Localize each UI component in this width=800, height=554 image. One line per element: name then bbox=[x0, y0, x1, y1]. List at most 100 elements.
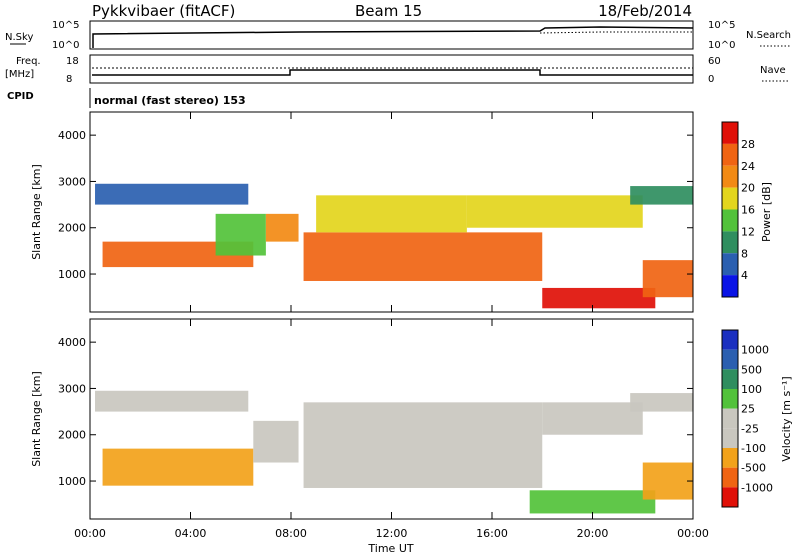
velocity-colorbar-tick-5: -100 bbox=[741, 442, 766, 455]
power-ytick-label-3: 4000 bbox=[58, 129, 86, 142]
velocity-colorbar-tick-7: -1000 bbox=[741, 481, 773, 494]
velocity-colorbar-tick-6: -500 bbox=[741, 462, 766, 475]
x-tick-label-0: 00:00 bbox=[74, 527, 106, 540]
velocity-colorbar: 1000 500 100 25 -25 -100 -500 -1000 bbox=[721, 329, 773, 508]
velocity-region-4 bbox=[542, 402, 643, 435]
x-tick-label-1: 04:00 bbox=[175, 527, 207, 540]
power-region-7 bbox=[542, 287, 656, 309]
power-colorbar-tick-0: 4 bbox=[741, 269, 748, 282]
power-region-2 bbox=[215, 213, 266, 256]
power-colorbar-swatch-4 bbox=[722, 209, 738, 232]
power-colorbar-tick-1: 8 bbox=[741, 247, 748, 260]
power-colorbar-label: Power [dB] bbox=[760, 182, 773, 242]
velocity-ytick-label-3: 4000 bbox=[58, 336, 86, 349]
nsky-label: N.Sky bbox=[5, 32, 33, 43]
velocity-region-2 bbox=[253, 420, 299, 463]
power-region-4 bbox=[303, 232, 543, 281]
velocity-colorbar-frame bbox=[721, 329, 739, 508]
velocity-colorbar-swatch-7 bbox=[722, 467, 738, 488]
power-colorbar-tick-2: 12 bbox=[741, 225, 755, 238]
velocity-colorbar-tick-3: 25 bbox=[741, 403, 755, 416]
date-label: 18/Feb/2014 bbox=[598, 2, 692, 20]
beam-label: Beam 15 bbox=[355, 2, 422, 20]
velocity-data-layer bbox=[95, 390, 693, 514]
nsky-tick-bottom: 10^0 bbox=[52, 40, 79, 51]
velocity-colorbar-tick-4: -25 bbox=[741, 422, 759, 435]
nsearch-tick-bottom: 10^0 bbox=[708, 40, 735, 51]
velocity-ytick-label-2: 3000 bbox=[58, 382, 86, 395]
freq-trace bbox=[92, 69, 693, 76]
power-ylabel: Slant Range [km] bbox=[30, 164, 43, 260]
power-colorbar-swatch-5 bbox=[722, 231, 738, 254]
velocity-colorbar-swatch-8 bbox=[722, 487, 738, 507]
x-tick-label-4: 16:00 bbox=[476, 527, 508, 540]
power-colorbar-tick-6: 28 bbox=[741, 138, 755, 151]
power-colorbar-swatch-3 bbox=[722, 187, 738, 210]
nsky-trace bbox=[92, 26, 694, 48]
velocity-ytick-label-1: 2000 bbox=[58, 429, 86, 442]
x-tick-label-5: 20:00 bbox=[577, 527, 609, 540]
power-colorbar-swatch-1 bbox=[722, 143, 738, 166]
velocity-region-5 bbox=[529, 490, 656, 514]
power-ytick-label-0: 1000 bbox=[58, 268, 86, 281]
freq-panel-frame bbox=[89, 54, 694, 84]
velocity-ylabel: Slant Range [km] bbox=[30, 371, 43, 467]
power-region-3 bbox=[265, 213, 299, 242]
power-ytick-label-1: 2000 bbox=[58, 222, 86, 235]
power-colorbar-swatch-2 bbox=[722, 165, 738, 188]
cpid-label: CPID bbox=[7, 91, 34, 102]
power-region-9 bbox=[630, 186, 693, 205]
velocity-colorbar-swatch-4 bbox=[722, 408, 738, 429]
velocity-region-7 bbox=[630, 393, 693, 412]
power-region-5 bbox=[316, 195, 467, 233]
x-tick-label-2: 08:00 bbox=[275, 527, 307, 540]
velocity-colorbar-tick-1: 500 bbox=[741, 363, 762, 376]
power-colorbar-tick-5: 24 bbox=[741, 160, 755, 173]
power-colorbar-swatch-6 bbox=[722, 253, 738, 276]
nsky-tick-top: 10^5 bbox=[52, 20, 79, 31]
x-tick-label-6: 00:00 bbox=[677, 527, 709, 540]
velocity-ytick-label-0: 1000 bbox=[58, 475, 86, 488]
velocity-colorbar-swatch-0 bbox=[722, 330, 738, 350]
velocity-yticks: 1000 2000 3000 4000 bbox=[58, 336, 693, 488]
power-data-layer bbox=[95, 183, 693, 309]
plot-title: Pykkvibaer (fitACF) bbox=[92, 2, 235, 20]
power-colorbar-swatch-0 bbox=[722, 122, 738, 144]
freq-unit-label: [MHz] bbox=[5, 69, 34, 80]
velocity-panel: 1000 2000 3000 4000 Slant Range [km] bbox=[30, 318, 694, 520]
velocity-colorbar-tick-0: 1000 bbox=[741, 344, 769, 357]
velocity-colorbar-tick-2: 100 bbox=[741, 383, 762, 396]
velocity-region-1 bbox=[102, 448, 254, 486]
nsky-panel-frame bbox=[89, 20, 694, 50]
velocity-colorbar-swatch-2 bbox=[722, 369, 738, 389]
power-colorbar-swatch-7 bbox=[722, 275, 738, 297]
velocity-region-0 bbox=[95, 390, 249, 412]
cpid-text: normal (fast stereo) 153 bbox=[94, 94, 246, 107]
velocity-colorbar-label: Velocity [m s⁻¹] bbox=[780, 376, 793, 461]
power-region-8 bbox=[642, 260, 693, 298]
power-region-6 bbox=[466, 195, 643, 228]
power-ytick-label-2: 3000 bbox=[58, 175, 86, 188]
x-tick-label-3: 12:00 bbox=[376, 527, 408, 540]
nsearch-label: N.Search bbox=[746, 30, 791, 41]
nave-tick-top: 60 bbox=[708, 56, 721, 67]
power-colorbar-tick-3: 16 bbox=[741, 204, 755, 217]
velocity-colorbar-swatch-3 bbox=[722, 389, 738, 409]
nave-label: Nave bbox=[760, 65, 786, 76]
nsearch-tick-top: 10^5 bbox=[708, 20, 735, 31]
power-colorbar-frame bbox=[721, 121, 739, 298]
velocity-colorbar-swatch-5 bbox=[722, 428, 738, 448]
velocity-colorbar-swatch-1 bbox=[722, 349, 738, 370]
freq-label: Freq. bbox=[16, 56, 41, 67]
power-panel: 1000 2000 3000 4000 Slant Range [km] bbox=[30, 111, 694, 313]
velocity-colorbar-swatch-6 bbox=[722, 448, 738, 468]
power-colorbar-tick-4: 20 bbox=[741, 182, 755, 195]
velocity-region-3 bbox=[303, 402, 543, 488]
freq-tick-bottom: 8 bbox=[66, 74, 72, 85]
freq-tick-top: 18 bbox=[66, 56, 79, 67]
velocity-region-6 bbox=[642, 462, 693, 500]
x-axis-label: Time UT bbox=[367, 542, 413, 554]
power-colorbar: 4 8 12 16 20 24 28 bbox=[721, 121, 755, 298]
power-yticks: 1000 2000 3000 4000 bbox=[58, 129, 693, 281]
